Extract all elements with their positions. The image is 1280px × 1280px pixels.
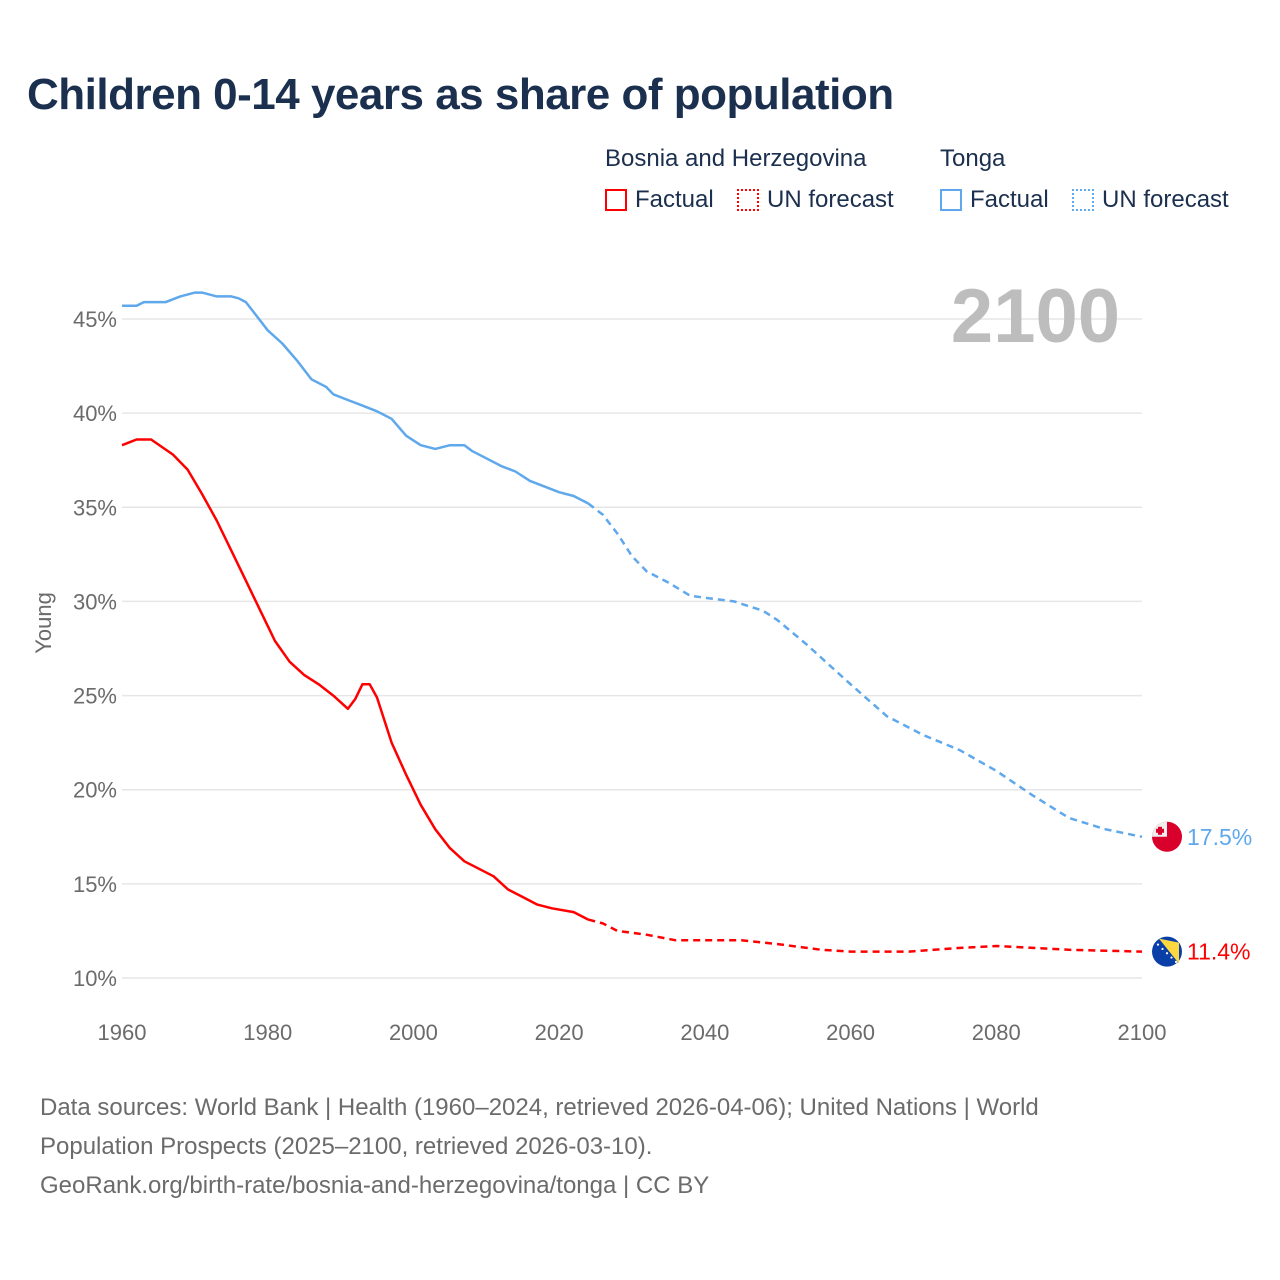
- legend-swatch-dotted: [1072, 189, 1094, 211]
- bosnia-end-label: 11.4%: [1187, 939, 1251, 965]
- tonga-flag-icon: [1152, 821, 1182, 852]
- end-markers: 17.5% 11.4%: [1152, 821, 1252, 967]
- legend-swatch-solid: [940, 189, 962, 211]
- legend-swatch-solid: [605, 189, 627, 211]
- x-tick-label: 2080: [972, 1020, 1021, 1045]
- y-tick-label: 15%: [73, 872, 117, 897]
- legend-item-bosnia-factual[interactable]: Factual: [605, 186, 714, 214]
- y-tick-label: 40%: [73, 401, 117, 426]
- footer-source-line-1: Data sources: World Bank | Health (1960–…: [40, 1094, 1039, 1121]
- x-tick-label: 2060: [826, 1020, 875, 1045]
- chart-title: Children 0-14 years as share of populati…: [27, 70, 894, 119]
- x-axis-ticks: 1960 1980 2000 2020 2040 2060 2080 2100: [98, 1020, 1167, 1045]
- legend-group-title: Tonga: [940, 145, 1006, 172]
- legend-group-title: Bosnia and Herzegovina: [605, 145, 867, 172]
- x-tick-label: 2020: [535, 1020, 584, 1045]
- flag-star: [1165, 952, 1169, 955]
- y-tick-label: 25%: [73, 684, 117, 709]
- x-tick-label: 2100: [1118, 1020, 1167, 1045]
- bosnia-flag-icon: [1152, 936, 1182, 967]
- year-watermark: 2100: [951, 274, 1120, 359]
- legend-item-bosnia-forecast[interactable]: UN forecast: [737, 186, 894, 214]
- footer: Data sources: World Bank | Health (1960–…: [40, 1088, 1240, 1205]
- bosnia-factual-line: [121, 438, 589, 921]
- x-tick-label: 1980: [243, 1020, 292, 1045]
- y-tick-label: 35%: [73, 495, 117, 520]
- flag-star: [1156, 943, 1160, 946]
- tonga-forecast-line: [587, 502, 1143, 839]
- footer-source-line-2: Population Prospects (2025–2100, retriev…: [40, 1133, 653, 1160]
- x-tick-label: 2040: [680, 1020, 729, 1045]
- legend-label: UN forecast: [767, 186, 894, 213]
- bosnia-forecast-line: [587, 918, 1143, 953]
- legend-label: Factual: [635, 186, 714, 213]
- legend-label: Factual: [970, 186, 1049, 213]
- gridlines: [122, 318, 1142, 979]
- flag-star: [1174, 960, 1178, 963]
- flag-cross: [1156, 828, 1164, 833]
- flag-star: [1161, 947, 1164, 951]
- x-tick-label: 1960: [98, 1020, 147, 1045]
- x-tick-label: 2000: [389, 1020, 438, 1045]
- flag-star: [1170, 956, 1173, 959]
- legend-label: UN forecast: [1102, 186, 1229, 213]
- legend-swatch-dotted: [737, 189, 759, 211]
- y-tick-label: 10%: [73, 966, 117, 991]
- y-axis-label: Young: [31, 592, 56, 654]
- tonga-factual-line: [122, 291, 589, 505]
- footer-url[interactable]: GeoRank.org/birth-rate/bosnia-and-herzeg…: [40, 1172, 710, 1199]
- legend-item-tonga-factual[interactable]: Factual: [940, 186, 1049, 214]
- tonga-end-label: 17.5%: [1187, 824, 1252, 850]
- y-axis-ticks: 10% 15% 20% 25% 30% 35% 40% 45%: [73, 307, 117, 991]
- y-tick-label: 20%: [73, 778, 117, 803]
- series-lines: [121, 291, 1143, 953]
- legend-item-tonga-forecast[interactable]: UN forecast: [1072, 186, 1229, 214]
- flag-triangle: [1159, 938, 1179, 964]
- y-tick-label: 45%: [73, 307, 117, 332]
- y-tick-label: 30%: [73, 589, 117, 614]
